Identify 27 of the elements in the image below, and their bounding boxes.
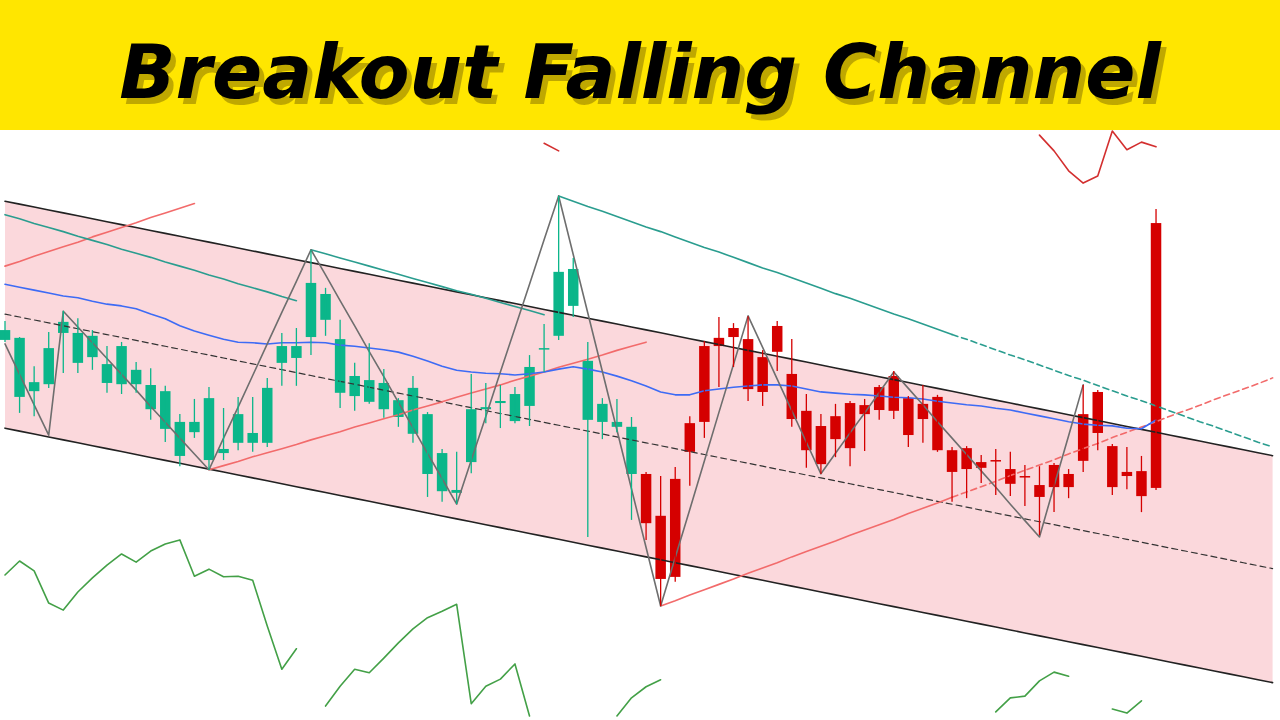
candlestick — [553, 195, 564, 341]
candlestick — [538, 323, 550, 373]
candlestick — [1136, 455, 1147, 513]
candlestick — [699, 340, 710, 439]
candlestick — [495, 384, 506, 429]
candlestick — [291, 327, 302, 387]
candlestick — [1063, 468, 1074, 499]
candlestick — [1107, 443, 1118, 496]
candlestick — [1034, 465, 1045, 536]
candlestick — [349, 362, 360, 412]
candlestick — [990, 448, 1002, 496]
candlestick — [43, 331, 54, 389]
candlestick — [422, 411, 433, 498]
candlestick — [597, 397, 608, 440]
candlestick — [262, 377, 273, 448]
candlestick — [728, 322, 739, 368]
candlestick — [160, 385, 171, 443]
candlestick — [189, 398, 200, 439]
candlestick — [320, 287, 331, 337]
chart-title: Breakout Falling Channel — [119, 29, 1163, 115]
candlestick — [655, 475, 666, 607]
candlestick — [626, 416, 637, 521]
candlestick — [1005, 451, 1016, 497]
candlestick — [903, 395, 914, 448]
candlestick — [830, 403, 841, 458]
candlestick — [247, 396, 258, 453]
candlestick — [1019, 464, 1031, 507]
